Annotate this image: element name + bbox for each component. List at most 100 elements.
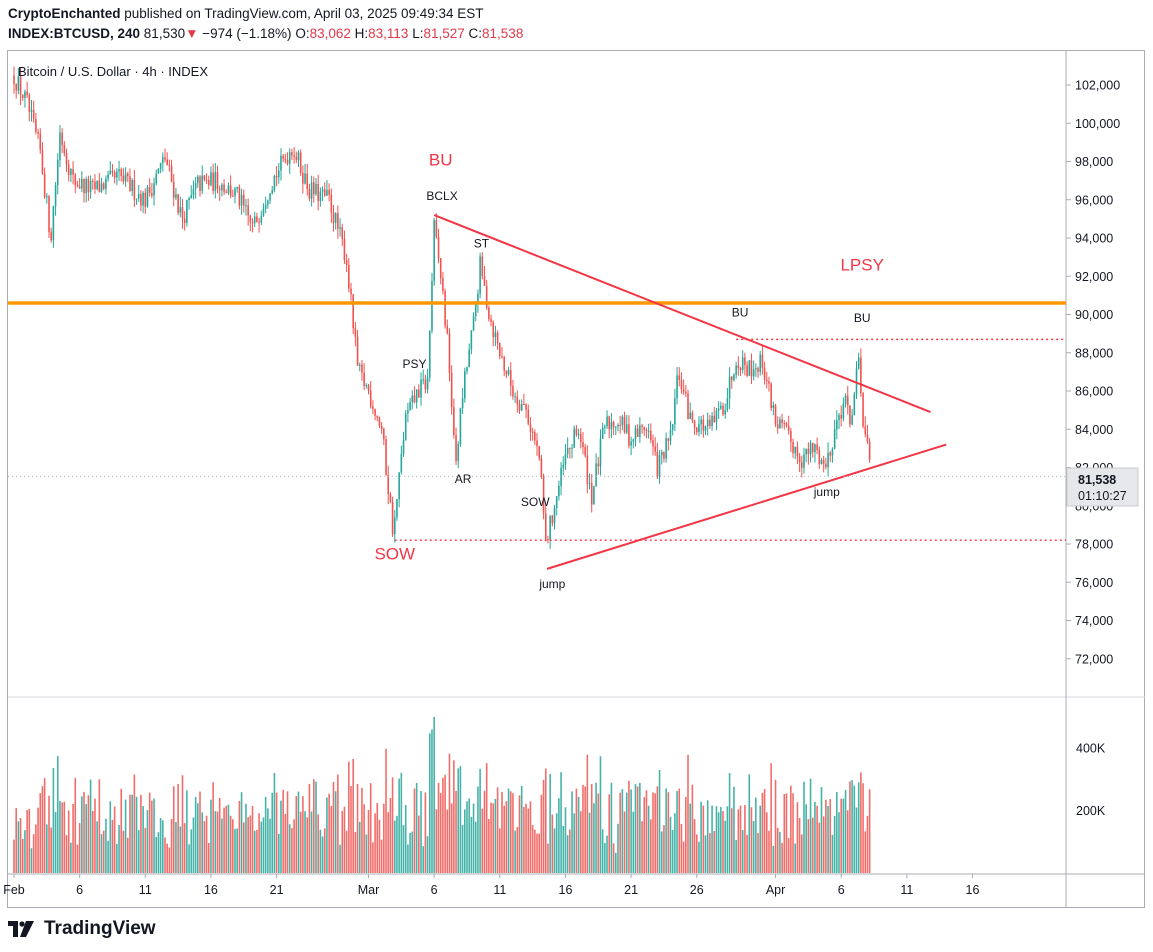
- candle-body: [404, 413, 407, 441]
- candle-body: [153, 183, 155, 196]
- volume-bar: [864, 831, 867, 873]
- volume-bar: [525, 803, 527, 873]
- candle-body: [711, 415, 713, 427]
- candle-body: [639, 425, 641, 437]
- volume-bar: [380, 839, 383, 873]
- volume-bar: [483, 790, 486, 873]
- volume-bar: [652, 792, 654, 873]
- volume-bar: [337, 774, 339, 873]
- candle-body: [330, 194, 333, 213]
- candle-body: [78, 186, 81, 189]
- candle-body: [792, 442, 794, 454]
- candle-body: [770, 383, 772, 408]
- volume-bar: [356, 784, 359, 873]
- candle-body: [540, 458, 543, 477]
- candle-body: [551, 515, 554, 524]
- candle-body: [413, 395, 416, 403]
- candle-body: [759, 354, 762, 372]
- volume-bar: [538, 833, 540, 873]
- low-label: L:: [412, 26, 424, 41]
- volume-tick-label: 400K: [1076, 742, 1106, 756]
- candle-body: [175, 194, 177, 198]
- volume-bar: [636, 786, 639, 873]
- candle-body: [17, 76, 20, 91]
- volume-bar: [85, 804, 88, 873]
- candle-body: [24, 91, 26, 98]
- candle-body: [831, 448, 834, 456]
- candle-body: [781, 419, 783, 424]
- candle-body: [553, 507, 556, 524]
- candle-body: [356, 336, 359, 366]
- candle-body: [273, 176, 276, 191]
- volume-bar: [247, 817, 249, 873]
- candle-body: [805, 448, 807, 455]
- volume-bar: [617, 823, 619, 873]
- volume-bar: [654, 793, 656, 873]
- volume-bar: [126, 837, 129, 873]
- volume-bar: [28, 808, 31, 873]
- volume-bar: [446, 809, 449, 873]
- candle-body: [621, 416, 624, 426]
- candle-body: [229, 185, 232, 196]
- volume-layer: [13, 717, 871, 873]
- candle-body: [39, 133, 42, 150]
- volume-bar: [313, 779, 315, 873]
- volume-bar: [704, 835, 707, 873]
- candle-body: [641, 425, 643, 427]
- candle-body: [319, 191, 322, 202]
- candle-body: [166, 159, 168, 165]
- volume-bar: [586, 754, 589, 873]
- volume-bar: [827, 805, 829, 873]
- volume-bar: [488, 818, 490, 873]
- candle-body: [862, 393, 864, 427]
- volume-bar: [308, 783, 311, 873]
- volume-bar: [413, 788, 416, 873]
- candle-body: [232, 195, 234, 197]
- candle-body: [459, 408, 462, 445]
- candle-body: [315, 183, 317, 195]
- volume-bar: [461, 824, 464, 873]
- candle-body: [343, 239, 346, 261]
- candle-body: [809, 442, 812, 455]
- candle-body: [354, 328, 357, 337]
- volume-bar: [634, 784, 637, 873]
- volume-bar: [678, 788, 681, 873]
- candle-body: [706, 419, 709, 427]
- volume-bar: [531, 825, 534, 873]
- candle-body: [446, 325, 449, 334]
- volume-bar: [621, 789, 624, 873]
- candle-body: [54, 185, 57, 207]
- time-tick-label: 11: [493, 883, 506, 897]
- candle-body: [787, 425, 790, 431]
- volume-bar: [496, 787, 499, 873]
- candle-body: [181, 207, 184, 219]
- volume-bar: [490, 802, 492, 873]
- candle-body: [361, 364, 363, 373]
- candle-body: [842, 403, 845, 419]
- volume-bar: [54, 812, 57, 873]
- footer-brand[interactable]: TradingView: [8, 918, 156, 940]
- candle-body: [288, 152, 291, 164]
- volume-bar: [564, 807, 567, 873]
- lower-trendline: [546, 443, 947, 570]
- volume-bar: [212, 782, 214, 873]
- time-tick-label: 11: [900, 883, 913, 897]
- candle-body: [146, 187, 149, 207]
- published-text: published on TradingView.com, April 03, …: [124, 6, 484, 21]
- candle-body: [407, 410, 409, 414]
- volume-bar: [790, 785, 792, 873]
- candle-body: [179, 207, 182, 213]
- candle-body: [866, 434, 869, 442]
- volume-bar: [485, 763, 488, 873]
- time-tick-label: 16: [966, 883, 980, 897]
- candle-body: [741, 357, 744, 371]
- candle-body: [549, 515, 551, 540]
- candle-body: [455, 435, 457, 462]
- candle-body: [538, 446, 540, 459]
- candle-body: [801, 462, 803, 468]
- author-name[interactable]: CryptoEnchanted: [8, 6, 121, 21]
- volume-bar: [851, 780, 853, 873]
- volume-bar: [72, 804, 74, 873]
- volume-bar: [48, 795, 50, 873]
